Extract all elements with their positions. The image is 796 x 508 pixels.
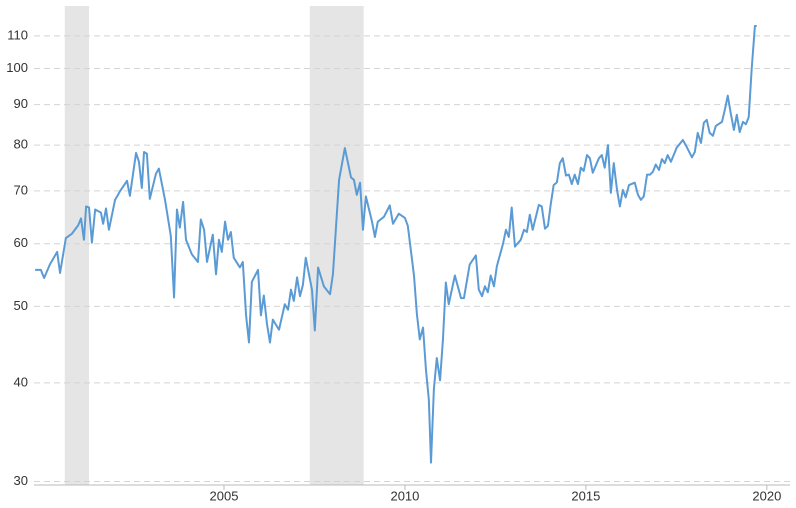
y-tick-label: 80 xyxy=(14,137,28,152)
x-tick-label: 2010 xyxy=(390,488,419,503)
x-tick-label: 2005 xyxy=(210,488,239,503)
recession-shade xyxy=(309,6,364,485)
y-tick-label: 40 xyxy=(14,374,28,389)
x-tick-label: 2015 xyxy=(571,488,600,503)
y-tick-label: 110 xyxy=(7,27,28,42)
y-tick-label: 60 xyxy=(14,235,28,250)
y-tick-label: 30 xyxy=(14,473,28,488)
y-tick-label: 90 xyxy=(14,96,28,111)
y-tick-label: 70 xyxy=(14,182,28,197)
series-line xyxy=(35,25,757,464)
y-tick-label: 100 xyxy=(6,60,28,75)
recession-shade xyxy=(64,6,90,485)
x-tick-label: 2020 xyxy=(752,488,781,503)
y-tick-label: 50 xyxy=(14,298,28,313)
